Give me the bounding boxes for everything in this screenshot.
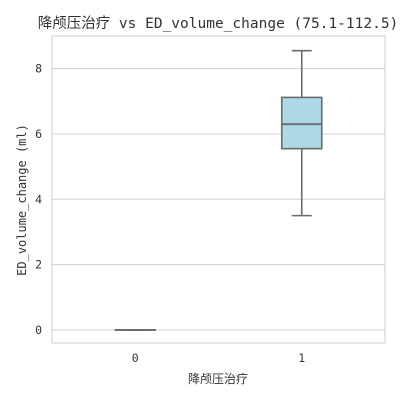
boxes: [114, 49, 323, 331]
y-tick-label: 2: [35, 258, 42, 272]
plot-frame: [51, 35, 386, 344]
grid-lines: [52, 68, 385, 331]
y-axis-label: ED_volume_change (ml): [15, 124, 29, 276]
y-axis-ticks: 0 2 4 6 8: [35, 62, 42, 337]
x-tick-label: 0: [132, 351, 139, 365]
x-tick-label: 1: [298, 351, 305, 365]
y-tick-label: 8: [35, 62, 42, 76]
box-iqr: [280, 96, 323, 150]
y-tick-label: 0: [35, 323, 42, 337]
box-group: [280, 49, 323, 217]
x-axis-label: 降颅压治疗: [188, 372, 248, 386]
y-tick-label: 4: [35, 192, 42, 206]
y-tick-label: 6: [35, 127, 42, 141]
chart-title: 降颅压治疗 vs ED_volume_change (75.1-112.5): [38, 15, 399, 32]
